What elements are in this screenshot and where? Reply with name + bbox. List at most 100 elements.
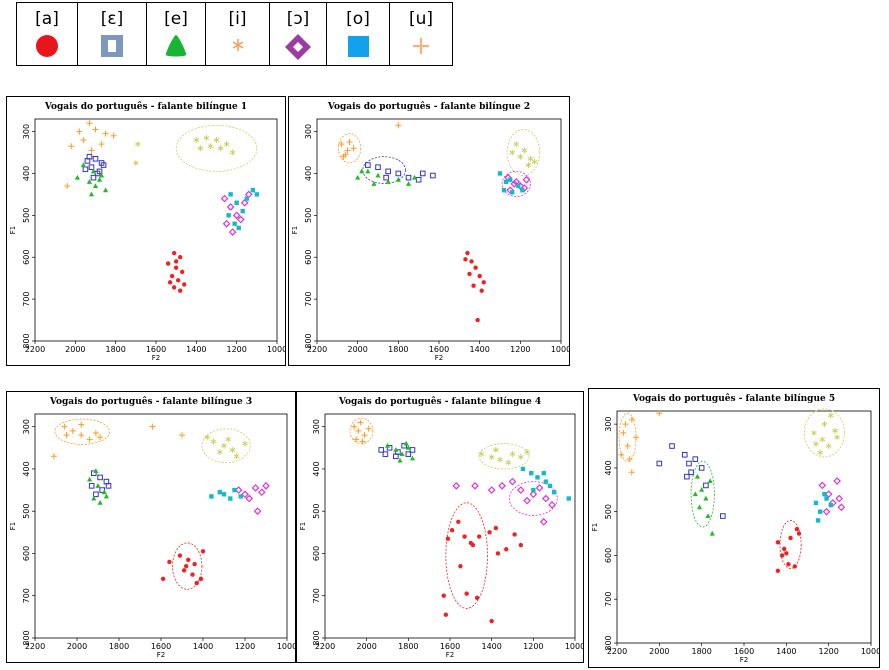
chart-title: Vogais do português - falante bilíngue 2 <box>327 101 530 112</box>
vowel-ellipse <box>201 428 251 464</box>
x-tick-label: 1800 <box>691 647 711 656</box>
point-a <box>794 526 800 532</box>
point-i <box>193 136 200 143</box>
point-u <box>350 145 357 152</box>
y-tick-label: 600 <box>312 546 321 561</box>
y-tick-label: 800 <box>304 333 313 348</box>
scatter-plot: Vogais do português - falante bilíngue 4… <box>299 396 583 659</box>
x-tick-label: 2000 <box>67 642 87 651</box>
point-a <box>177 553 183 558</box>
point-u <box>628 416 635 423</box>
point-i <box>509 149 516 156</box>
point-open-o <box>220 194 229 203</box>
point-open-o <box>498 482 506 490</box>
point-i <box>210 438 217 445</box>
y-axis-label: F1 <box>291 226 299 234</box>
point-a <box>775 540 781 545</box>
point-open-o <box>833 477 841 485</box>
point-a <box>167 280 173 285</box>
point-a <box>504 547 509 552</box>
y-tick-label: 700 <box>22 291 31 306</box>
hollow-square-icon <box>101 35 123 57</box>
point-open-o <box>245 494 254 503</box>
hollow-diamond-icon <box>285 34 311 60</box>
point-i <box>811 429 817 436</box>
point-o <box>221 492 227 497</box>
point-u <box>395 122 402 129</box>
point-a <box>467 271 472 277</box>
point-open-e <box>378 447 385 453</box>
point-u <box>97 434 104 441</box>
point-a <box>449 528 455 533</box>
point-open-o <box>452 482 461 490</box>
point-u <box>346 139 353 146</box>
point-open-o <box>548 501 556 509</box>
point-open-e <box>419 170 426 177</box>
plot-frame <box>324 413 576 639</box>
point-a <box>481 280 486 285</box>
point-a <box>190 572 195 577</box>
y-tick-label: 600 <box>22 546 31 561</box>
point-i <box>203 134 210 141</box>
point-u <box>50 453 57 460</box>
point-i <box>493 446 499 453</box>
point-open-e <box>692 456 699 462</box>
point-a <box>463 257 468 262</box>
legend-label: [a] <box>35 9 59 29</box>
point-e <box>403 440 409 446</box>
point-e <box>694 473 701 479</box>
point-a <box>462 534 467 539</box>
point-a <box>476 534 482 539</box>
x-tick-label: 1000 <box>277 642 295 651</box>
point-open-e <box>401 442 407 449</box>
y-tick-label: 500 <box>22 504 31 519</box>
x-axis-label: F2 <box>446 651 454 659</box>
x-tick-label: 1600 <box>429 345 449 354</box>
x-tick-label: 2000 <box>347 345 367 354</box>
point-o <box>238 494 243 499</box>
x-axis-label: F2 <box>152 354 160 362</box>
point-o <box>531 487 536 493</box>
y-tick-label: 800 <box>22 630 31 645</box>
x-tick-label: 1800 <box>109 642 129 651</box>
x-tick-label: 2200 <box>25 642 45 651</box>
point-u <box>86 120 93 127</box>
point-a <box>186 557 191 563</box>
point-a <box>165 261 171 266</box>
point-i <box>229 149 236 156</box>
point-a <box>441 593 446 598</box>
point-u <box>656 410 663 417</box>
point-open-o <box>535 484 544 492</box>
point-e <box>86 179 93 184</box>
point-i <box>513 141 520 148</box>
point-e <box>375 172 381 178</box>
point-e <box>412 174 418 180</box>
x-tick-label: 1800 <box>388 345 408 354</box>
point-i <box>133 159 139 166</box>
y-tick-label: 400 <box>312 461 321 476</box>
point-o <box>828 502 833 508</box>
point-u <box>61 423 68 430</box>
point-u <box>63 432 70 439</box>
point-e <box>399 451 405 457</box>
point-a <box>456 519 461 524</box>
x-tick-label: 2000 <box>356 642 376 651</box>
point-open-e <box>100 162 107 168</box>
point-i <box>135 141 141 148</box>
asterisk-icon <box>232 39 243 51</box>
point-a <box>464 591 469 596</box>
point-i <box>242 440 248 447</box>
point-a <box>782 546 787 552</box>
point-open-e <box>93 491 99 498</box>
point-open-o <box>262 482 270 490</box>
point-i <box>819 436 826 443</box>
point-e <box>371 181 377 186</box>
point-a <box>489 618 494 624</box>
point-u <box>78 432 85 439</box>
point-u <box>353 436 360 443</box>
red-circle-icon <box>36 35 58 57</box>
point-o <box>535 475 540 480</box>
point-open-e <box>393 453 399 460</box>
vowel-legend: [a] [ɛ] [e] [i] [ɔ] [o] [u] <box>16 2 453 66</box>
point-i <box>223 141 230 148</box>
